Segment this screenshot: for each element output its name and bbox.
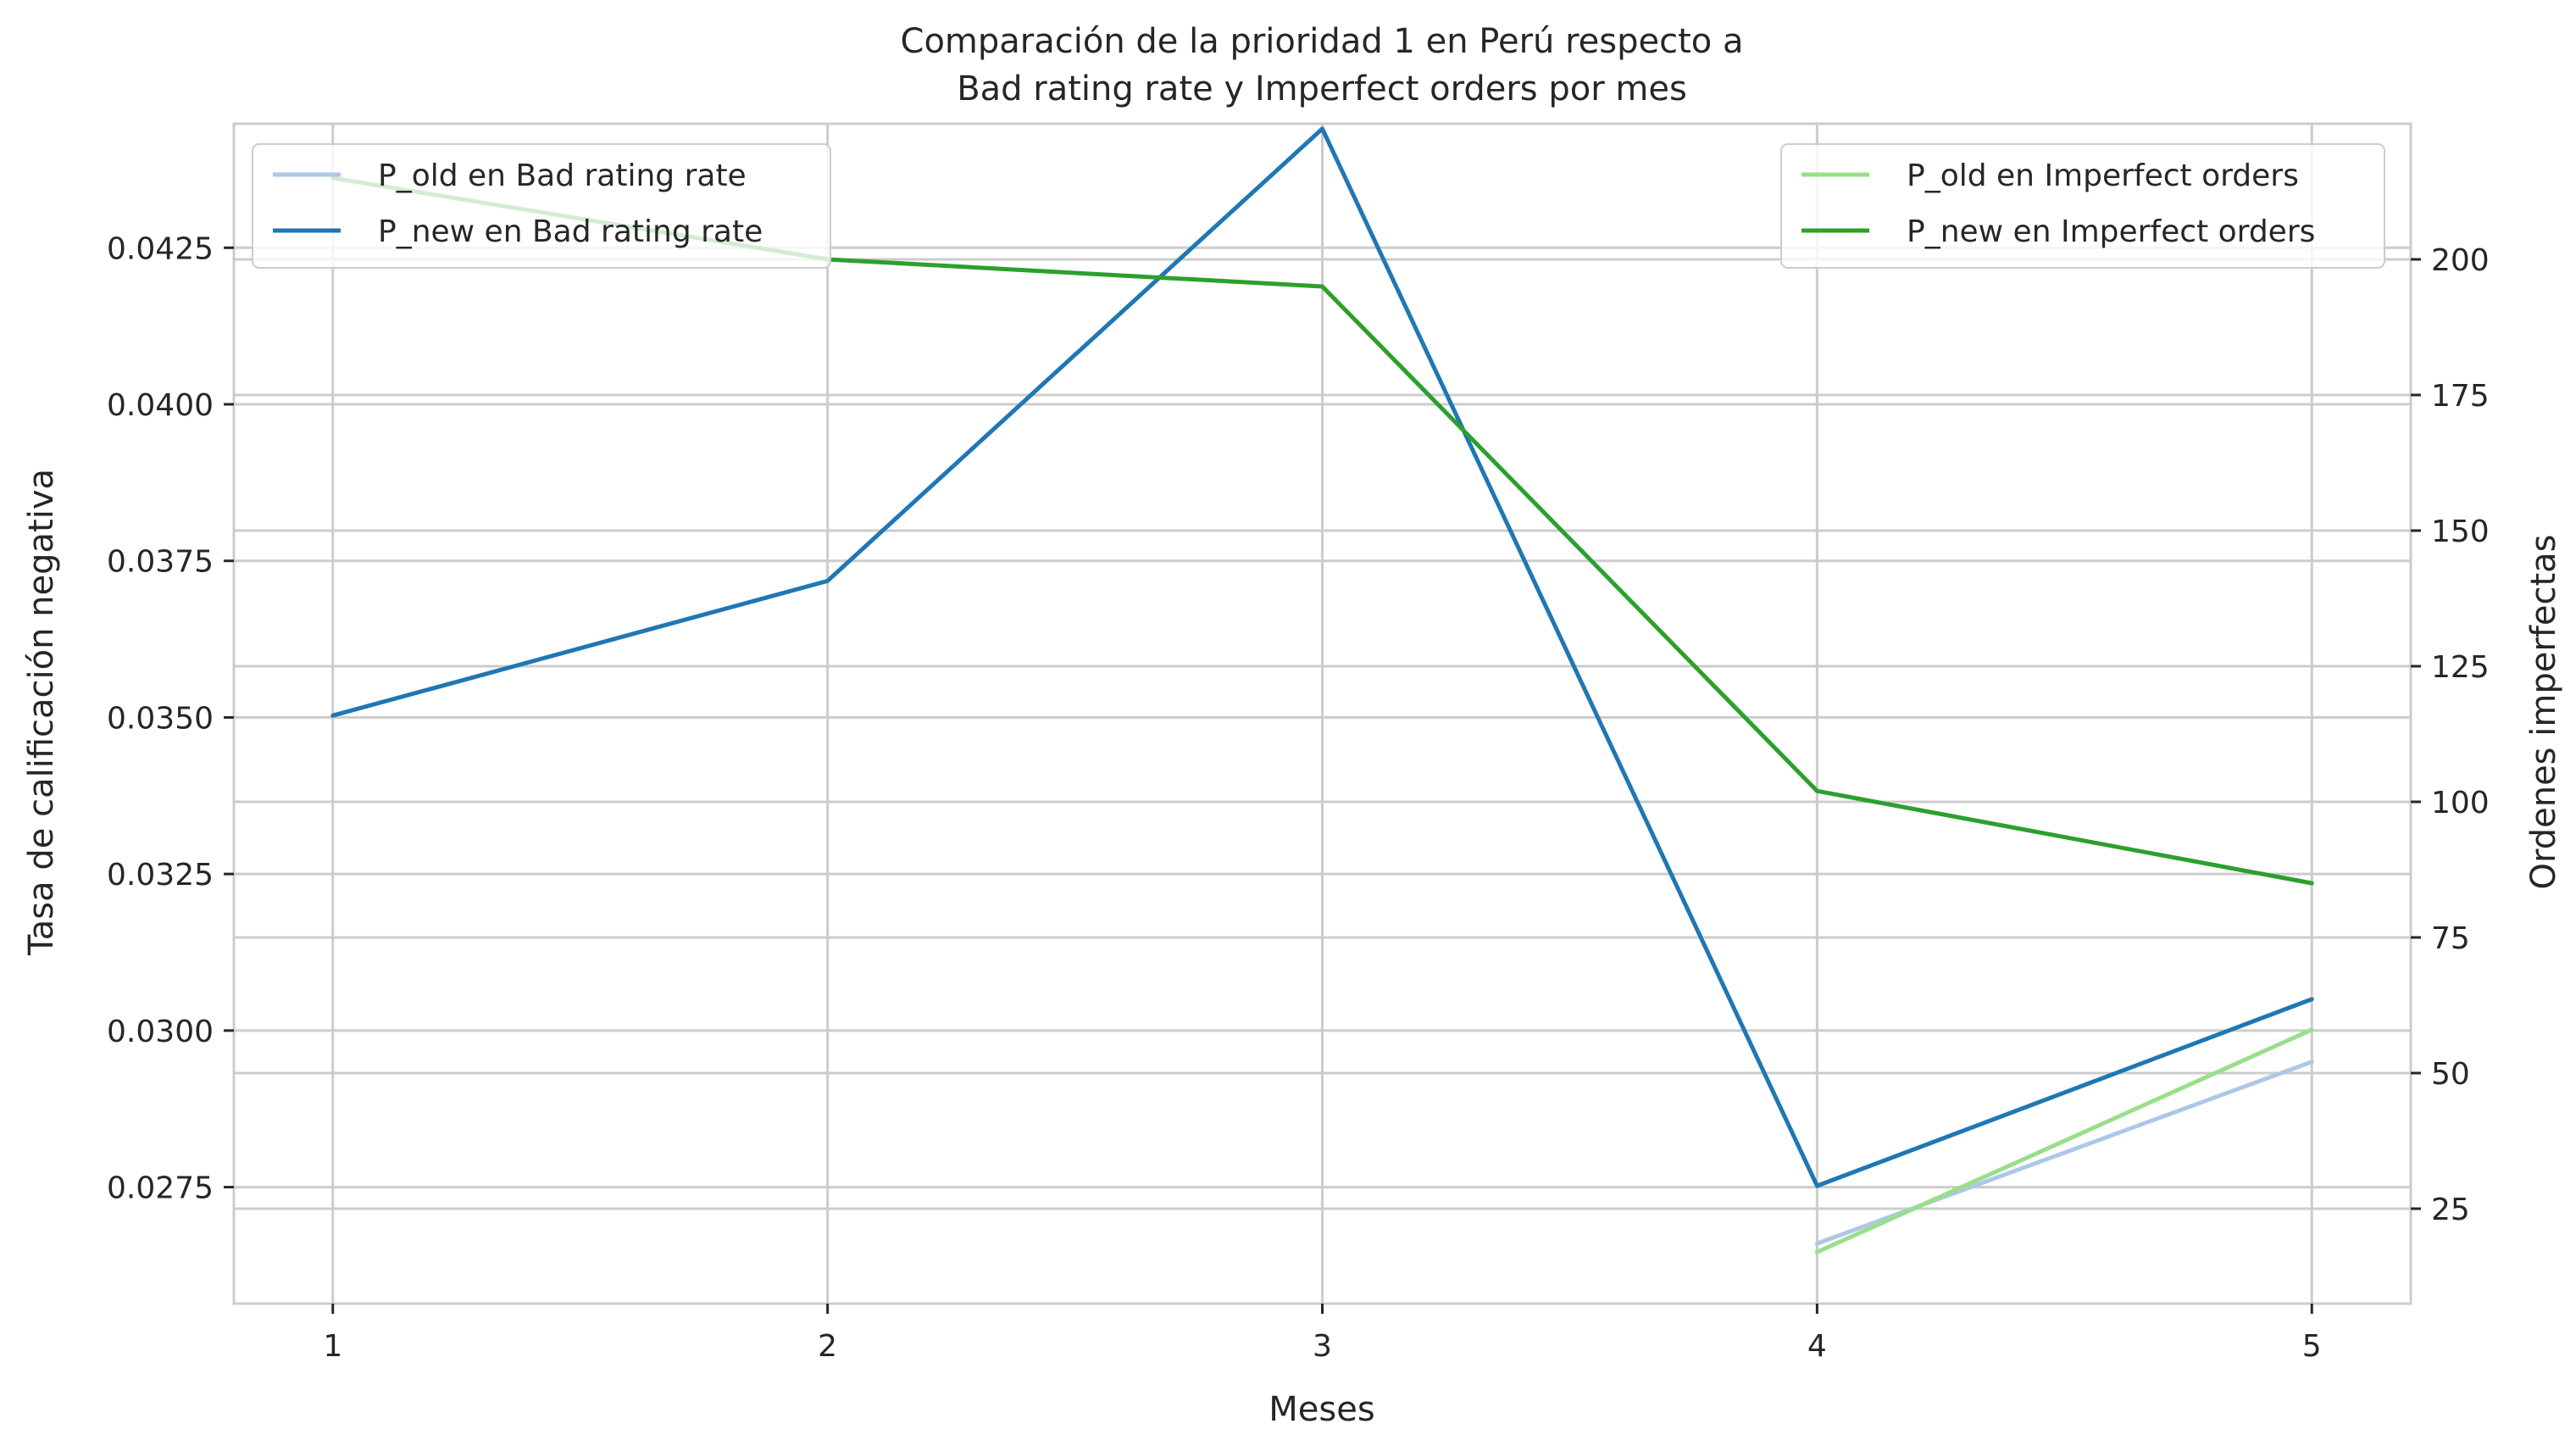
right-tick-label: 125: [2431, 650, 2490, 685]
left-y-axis-label: Tasa de calificación negativa: [22, 469, 61, 956]
left-tick-label: 0.0300: [107, 1015, 214, 1049]
legend-left: P_old en Bad rating rate P_new en Bad ra…: [252, 143, 831, 269]
left-tick-label: 0.0350: [107, 701, 214, 736]
left-tick-label: 0.0425: [107, 231, 214, 266]
x-tick-label: 4: [1807, 1329, 1827, 1364]
x-tick-label: 1: [323, 1329, 342, 1364]
legend-label-p-new-bad-rating: P_new en Bad rating rate: [378, 214, 763, 249]
right-tick-label: 200: [2431, 243, 2490, 278]
left-tick-label: 0.0400: [107, 388, 214, 423]
legend-left-box: [252, 143, 831, 269]
right-tick-label: 50: [2431, 1057, 2470, 1092]
x-axis-ticks: 1 2 3 4 5: [323, 1304, 2322, 1364]
right-tick-label: 75: [2431, 921, 2470, 956]
left-y-axis-ticks: 0.0275 0.0300 0.0325 0.0350 0.0375 0.0400 0.04…: [107, 231, 234, 1206]
right-y-axis-ticks: 25 50 75 100 125 150 175 200: [2411, 243, 2490, 1227]
series-line-p-old-en-imperfect-orders: [1814, 1027, 2314, 1254]
x-tick-label: 5: [2302, 1329, 2322, 1364]
series-line-p-new-en-bad-rating-rate: [330, 126, 2314, 1188]
chart-title-line-2: Bad rating rate y Imperfect orders por m…: [957, 70, 1687, 108]
x-tick-label: 2: [818, 1329, 837, 1364]
legend-label-p-old-bad-rating: P_old en Bad rating rate: [378, 159, 747, 193]
legend-label-p-old-imperfect: P_old en Imperfect orders: [1907, 159, 2299, 193]
legend-right: P_old en Imperfect orders P_new en Imper…: [1780, 143, 2385, 269]
right-tick-label: 100: [2431, 786, 2490, 820]
x-tick-label: 3: [1313, 1329, 1332, 1364]
right-y-axis-label: Ordenes imperfectas: [2524, 535, 2563, 890]
x-axis-label: Meses: [1269, 1390, 1374, 1429]
legend-right-box: [1780, 143, 2385, 269]
left-tick-label: 0.0275: [107, 1171, 214, 1206]
left-tick-label: 0.0325: [107, 858, 214, 893]
chart-title-line-1: Comparación de la prioridad 1 en Perú re…: [901, 22, 1744, 61]
left-tick-label: 0.0375: [107, 545, 214, 580]
legend-label-p-new-imperfect: P_new en Imperfect orders: [1907, 214, 2315, 249]
right-tick-label: 175: [2431, 379, 2490, 414]
right-tick-label: 150: [2431, 514, 2490, 549]
right-tick-label: 25: [2431, 1193, 2470, 1227]
